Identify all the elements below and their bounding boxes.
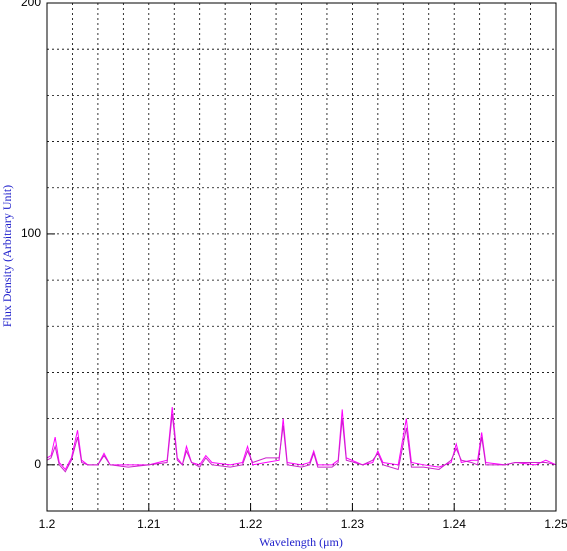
spectrum-line	[46, 413, 557, 473]
y-tick-label: 0	[34, 457, 41, 471]
x-tick-label: 1.22	[239, 517, 263, 531]
x-axis-label: Wavelength (μm)	[259, 535, 343, 549]
x-tick-label: 1.23	[341, 517, 365, 531]
x-tick-label: 1.25	[544, 517, 567, 531]
x-tick-label: 1.24	[443, 517, 467, 531]
x-tick-label: 1.2	[39, 517, 56, 531]
x-tick-label: 1.21	[137, 517, 161, 531]
y-tick-label: 200	[21, 0, 41, 9]
y-axis-label: Flux Density (Arbitrary Unit)	[0, 185, 14, 327]
y-tick-label: 100	[21, 226, 41, 240]
plot-frame	[46, 2, 557, 512]
